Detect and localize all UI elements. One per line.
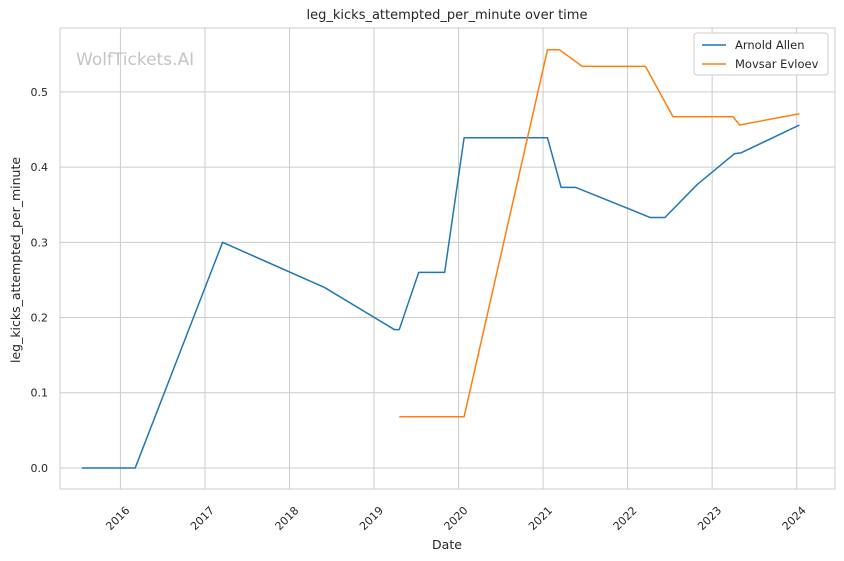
y-tick-label: 0.3 <box>31 236 49 249</box>
x-tick-label: 2020 <box>442 504 471 533</box>
y-tick-label: 0.1 <box>31 387 49 400</box>
legend-box <box>693 32 829 76</box>
y-tick-label: 0.0 <box>31 462 49 475</box>
y-axis-label: leg_kicks_attempted_per_minute <box>8 157 23 363</box>
legend-label-arnold-allen: Arnold Allen <box>735 38 805 52</box>
x-tick-label: 2016 <box>103 504 132 533</box>
grid-lines <box>60 28 835 489</box>
series-line-arnold-allen <box>81 124 800 469</box>
x-tick-label: 2023 <box>695 504 724 533</box>
x-tick-label: 2024 <box>780 504 809 533</box>
legend: Arnold Allen Movsar Evloev <box>693 32 829 76</box>
x-tick-label: 2022 <box>611 504 640 533</box>
plot-frame <box>59 27 836 490</box>
legend-label-movsar-evloev: Movsar Evloev <box>735 57 819 71</box>
x-tick-label: 2017 <box>188 504 217 533</box>
y-tick-label: 0.5 <box>31 86 49 99</box>
x-tick-label: 2018 <box>273 504 302 533</box>
y-tick-label: 0.2 <box>31 312 49 325</box>
tick-labels: 0.0 0.1 0.2 0.3 0.4 0.5 2016 2017 2018 2019 2020 20… <box>31 86 809 533</box>
series-line-movsar-evloev <box>399 49 800 418</box>
watermark-text: WolfTickets.AI <box>76 50 194 70</box>
chart-title: leg_kicks_attempted_per_minute over time <box>307 8 588 23</box>
x-tick-label: 2021 <box>526 504 555 533</box>
y-tick-label: 0.4 <box>31 161 49 174</box>
x-axis-label: Date <box>432 537 462 552</box>
x-tick-label: 2019 <box>357 504 386 533</box>
series-lines <box>81 49 800 469</box>
